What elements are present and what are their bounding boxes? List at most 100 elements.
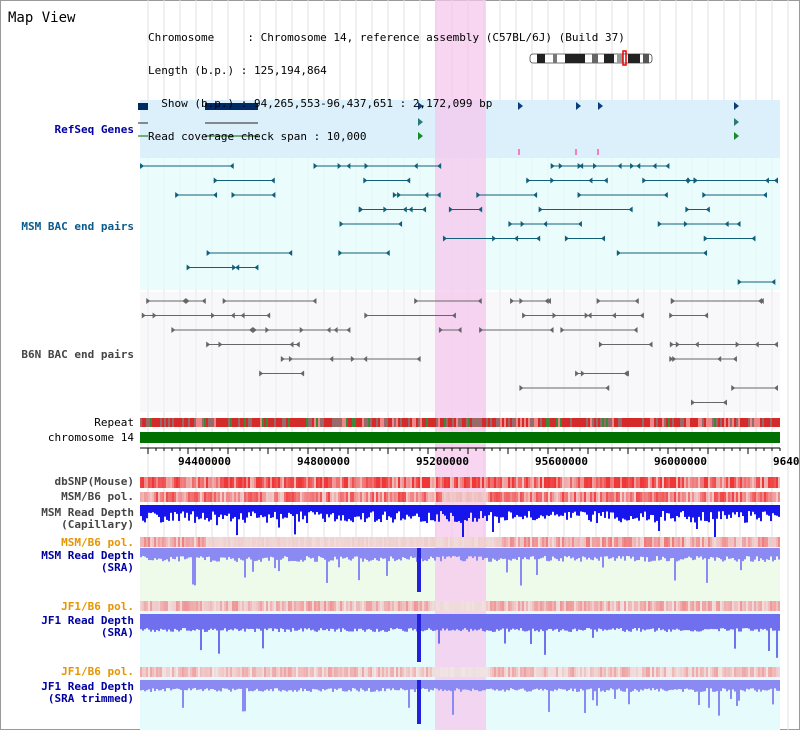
track-label-msm-depth-sra[interactable]: MSM Read Depth (SRA) [41, 550, 134, 574]
depth-bar [556, 680, 558, 691]
track-label-jf1-depth-sra[interactable]: JF1 Read Depth (SRA) [41, 615, 134, 639]
snp-cell [158, 601, 160, 611]
snp-cell [276, 492, 278, 502]
track-label-jf1-pol-2[interactable]: JF1/B6 pol. [61, 665, 134, 678]
snp-cell [424, 477, 426, 488]
depth-bar [250, 680, 252, 691]
snp-cell [506, 667, 508, 677]
snp-cell [404, 477, 406, 488]
snp-cell [580, 492, 582, 502]
snp-cell [252, 667, 254, 677]
snp-cell [190, 601, 192, 611]
repeat-cell [770, 418, 772, 427]
depth-bar [654, 680, 656, 690]
depth-bar [704, 505, 706, 521]
repeat-cell [514, 418, 516, 427]
snp-cell [316, 601, 318, 611]
repeat-cell [180, 418, 182, 427]
snp-cell [242, 667, 244, 677]
track-label-msm-depth-capillary[interactable]: MSM Read Depth (Capillary) [41, 507, 134, 531]
depth-bar [482, 680, 484, 691]
snp-cell [574, 492, 576, 502]
snp-cell [506, 492, 508, 502]
snp-cell [660, 601, 662, 611]
track-label-msm-pol-1[interactable]: MSM/B6 pol. [61, 490, 134, 503]
depth-bar [346, 548, 348, 558]
snp-cell [762, 492, 764, 502]
repeat-cell [466, 418, 468, 427]
bac-end [737, 279, 742, 285]
track-label-jf1-depth-trim[interactable]: JF1 Read Depth (SRA trimmed) [41, 681, 134, 705]
depth-bar [762, 548, 764, 560]
depth-bar [288, 680, 290, 691]
bac-end [628, 206, 633, 213]
repeat-cell [578, 418, 580, 427]
depth-bar [382, 505, 384, 515]
snp-cell [366, 667, 368, 677]
depth-bar [238, 505, 240, 520]
snp-cell [352, 601, 354, 611]
snp-cell [778, 477, 780, 488]
depth-bar [670, 614, 672, 632]
snp-cell [272, 537, 274, 547]
track-label-chromosome[interactable]: chromosome 14 [47, 431, 134, 444]
depth-bar [572, 548, 574, 558]
snp-cell [776, 537, 778, 547]
track-label-repeat[interactable]: Repeat [94, 416, 134, 429]
snp-cell [166, 667, 168, 677]
snp-cell [266, 667, 268, 677]
snp-cell [772, 492, 774, 502]
repeat-cell [568, 418, 570, 427]
depth-bar [734, 505, 736, 515]
snp-cell [398, 492, 400, 502]
depth-bar [648, 680, 650, 689]
snp-cell [508, 537, 510, 547]
snp-cell [200, 601, 202, 611]
snp-cell [586, 537, 588, 547]
depth-bar [462, 548, 464, 562]
track-label-msm-pol-2[interactable]: MSM/B6 pol. [61, 536, 134, 549]
depth-bar [556, 548, 558, 560]
snp-cell [146, 477, 148, 488]
track-label-msm-bac[interactable]: MSM BAC end pairs [21, 220, 134, 233]
snp-cell [628, 537, 630, 547]
depth-bar [684, 548, 686, 559]
track-label-dbsnp[interactable]: dbSNP(Mouse) [54, 475, 134, 488]
bac-end [422, 206, 427, 213]
snp-cell [522, 477, 524, 488]
depth-bar [724, 614, 726, 630]
depth-bar [722, 548, 724, 562]
snp-cell [140, 537, 142, 547]
snp-cell [660, 537, 662, 547]
snp-cell [578, 537, 580, 547]
track-label-jf1-pol-1[interactable]: JF1/B6 pol. [61, 600, 134, 613]
snp-cell [778, 537, 780, 547]
snp-cell [618, 537, 620, 547]
snp-cell [640, 601, 642, 611]
snp-cell [182, 601, 184, 611]
depth-bar [322, 548, 324, 558]
snp-cell [224, 477, 226, 488]
depth-bar [482, 505, 484, 518]
snp-cell [518, 601, 520, 611]
snp-cell [504, 667, 506, 677]
snp-cell [246, 492, 248, 502]
depth-bar [686, 614, 688, 631]
track-label-b6n-bac[interactable]: B6N BAC end pairs [21, 348, 134, 361]
snp-cell [188, 601, 190, 611]
snp-cell [720, 667, 722, 677]
snp-cell [746, 477, 748, 488]
depth-bar [290, 680, 292, 691]
snp-cell [488, 492, 490, 502]
snp-cell [414, 492, 416, 502]
depth-bar [448, 614, 450, 631]
snp-cell [152, 477, 154, 488]
depth-bar [492, 680, 494, 690]
depth-bar [446, 548, 448, 557]
repeat-cell [436, 418, 438, 427]
snp-cell [412, 492, 414, 502]
depth-bar [440, 680, 442, 690]
bac-end [685, 206, 690, 213]
track-label-refseq[interactable]: RefSeq Genes [54, 123, 134, 136]
